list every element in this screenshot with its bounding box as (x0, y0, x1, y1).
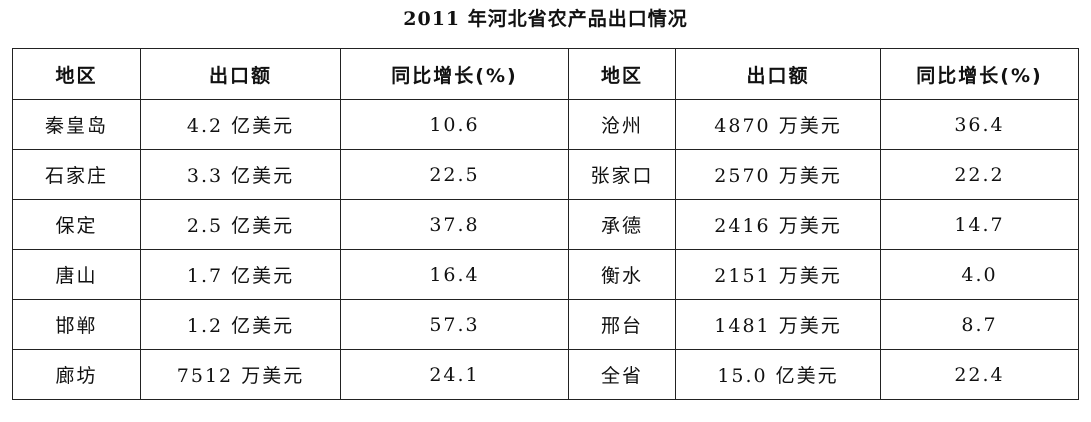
header-cell: 同比增长(%) (880, 48, 1079, 100)
table-cell: 22.4 (880, 349, 1079, 400)
table-cell: 16.4 (340, 249, 569, 300)
table-cell: 1481 万美元 (675, 299, 881, 350)
table-cell: 秦皇岛 (12, 99, 141, 150)
header-cell: 地区 (12, 48, 141, 100)
table-row: 秦皇岛 4.2 亿美元 10.6 沧州 4870 万美元 36.4 (12, 99, 1079, 150)
table-body: 秦皇岛 4.2 亿美元 10.6 沧州 4870 万美元 36.4 石家庄 3.3 亿美元 22… (12, 99, 1079, 400)
table-cell: 22.2 (880, 149, 1079, 200)
table-cell: 唐山 (12, 249, 141, 300)
table-cell: 37.8 (340, 199, 569, 250)
table-cell: 石家庄 (12, 149, 141, 200)
table-cell: 沧州 (568, 99, 676, 150)
table-cell: 衡水 (568, 249, 676, 300)
table-cell: 邢台 (568, 299, 676, 350)
export-table: 地区 出口额 同比增长(%) 地区 出口额 同比增长(%) 秦皇岛 4.2 亿美元 10.6 沧… (12, 48, 1079, 400)
table-cell: 10.6 (340, 99, 569, 150)
table-cell: 22.5 (340, 149, 569, 200)
table-cell: 全省 (568, 349, 676, 400)
table-cell: 2570 万美元 (675, 149, 881, 200)
header-cell: 同比增长(%) (340, 48, 569, 100)
table-cell: 24.1 (340, 349, 569, 400)
table-title: 2011 年河北省农产品出口情况 (403, 8, 688, 30)
table-row: 廊坊 7512 万美元 24.1 全省 15.0 亿美元 22.4 (12, 349, 1079, 400)
header-row: 地区 出口额 同比增长(%) 地区 出口额 同比增长(%) (12, 48, 1079, 100)
table-cell: 1.7 亿美元 (140, 249, 341, 300)
header-cell: 出口额 (140, 48, 341, 100)
table-cell: 4.2 亿美元 (140, 99, 341, 150)
table-cell: 1.2 亿美元 (140, 299, 341, 350)
table-row: 唐山 1.7 亿美元 16.4 衡水 2151 万美元 4.0 (12, 249, 1079, 300)
table-row: 石家庄 3.3 亿美元 22.5 张家口 2570 万美元 22.2 (12, 149, 1079, 200)
table-cell: 2.5 亿美元 (140, 199, 341, 250)
table-cell: 36.4 (880, 99, 1079, 150)
table-cell: 7512 万美元 (140, 349, 341, 400)
table-cell: 保定 (12, 199, 141, 250)
table-cell: 2151 万美元 (675, 249, 881, 300)
table-row: 邯郸 1.2 亿美元 57.3 邢台 1481 万美元 8.7 (12, 299, 1079, 350)
table-cell: 57.3 (340, 299, 569, 350)
table-cell: 3.3 亿美元 (140, 149, 341, 200)
table-cell: 14.7 (880, 199, 1079, 250)
table-cell: 4.0 (880, 249, 1079, 300)
table-cell: 4870 万美元 (675, 99, 881, 150)
table-row: 保定 2.5 亿美元 37.8 承德 2416 万美元 14.7 (12, 199, 1079, 250)
header-cell: 地区 (568, 48, 676, 100)
table-cell: 张家口 (568, 149, 676, 200)
table-cell: 2416 万美元 (675, 199, 881, 250)
table-cell: 邯郸 (12, 299, 141, 350)
table-cell: 8.7 (880, 299, 1079, 350)
table-cell: 15.0 亿美元 (675, 349, 881, 400)
header-cell: 出口额 (675, 48, 881, 100)
table-cell: 承德 (568, 199, 676, 250)
table-cell: 廊坊 (12, 349, 141, 400)
